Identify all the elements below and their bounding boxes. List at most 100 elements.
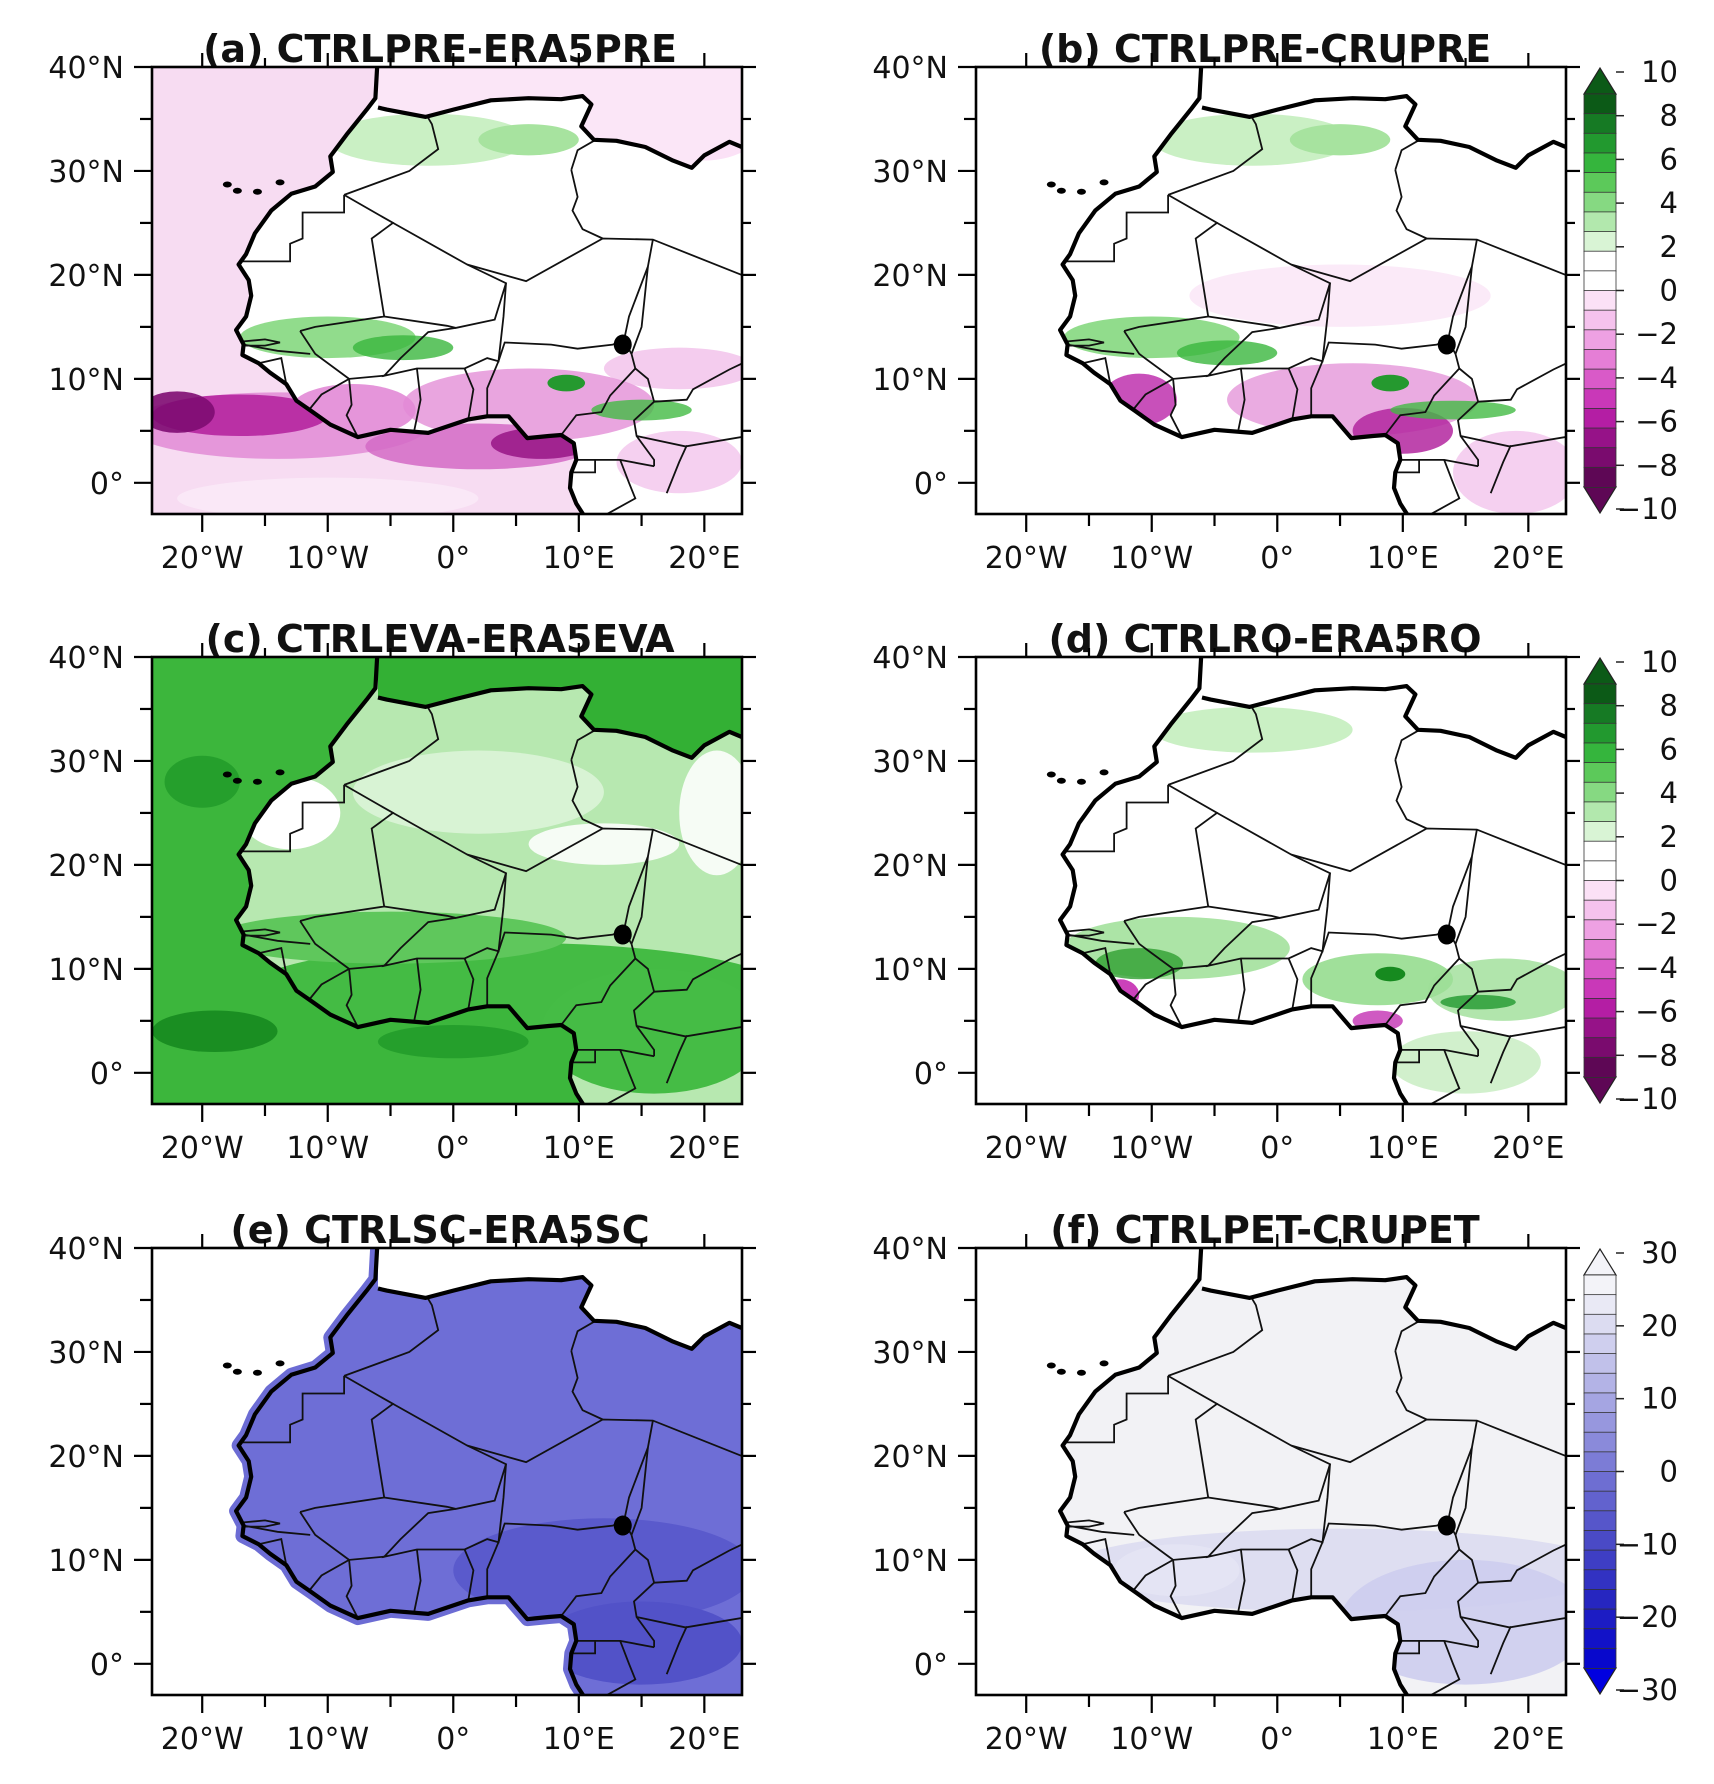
colorbar-swatch [1583, 113, 1617, 135]
colorbar-label: 2 [1660, 230, 1678, 264]
colorbar-swatch [1583, 388, 1617, 410]
y-tick-label: 0° [914, 1057, 948, 1092]
y-tick-label: 0° [90, 1057, 124, 1092]
mediterranean-coastline [377, 684, 742, 760]
colorbar-swatch [1583, 781, 1617, 803]
island [1076, 188, 1086, 195]
colorbar-swatch [1583, 270, 1617, 292]
colorbar-swatch [1583, 1333, 1617, 1355]
mediterranean-sea [378, 1248, 742, 1349]
colorbar-swatch [1583, 1037, 1617, 1059]
colorbar-label: 4 [1660, 776, 1678, 810]
colorbar-top-arrow [1582, 1247, 1618, 1276]
colorbar-swatch [1583, 93, 1617, 115]
x-tick-label: 10°E [543, 1131, 615, 1166]
x-tick-label: 10°W [286, 1131, 369, 1166]
x-tick-label: 10°W [286, 541, 369, 576]
x-tick-label: 10°W [1110, 1722, 1193, 1757]
y-tick-label: 0° [90, 1648, 124, 1683]
island [1056, 777, 1066, 784]
map-frame [150, 1246, 744, 1697]
map-body [152, 67, 742, 514]
x-tick-label: 20°W [985, 1722, 1068, 1757]
map-body [976, 657, 1566, 1104]
lake-chad [1437, 1515, 1456, 1536]
panel-d-title: (d) CTRLRO-ERA5RO [1048, 617, 1481, 661]
colorbar-label: −6 [1635, 995, 1678, 1029]
island [222, 771, 232, 778]
y-tick-label: 20°N [48, 1440, 124, 1475]
country-borders [238, 1298, 742, 1695]
y-tick-label: 30°N [48, 745, 124, 780]
colorbar-swatch [1583, 1530, 1617, 1551]
colorbar-swatch [1583, 152, 1617, 174]
colorbar-swatch [1583, 329, 1617, 351]
colorbar-label: −8 [1635, 448, 1678, 482]
x-tick-label: 20°E [668, 541, 740, 576]
panel-f: (f) CTRLPET-CRUPET 20°W 10°W 0° 10°E 20°E 40°… [872, 1208, 1580, 1757]
coastline [234, 657, 586, 1104]
x-tick-label: 20°E [668, 1722, 740, 1757]
colorbar-swatch [1583, 978, 1617, 1000]
lake-chad [1437, 334, 1456, 355]
map-body [152, 1248, 742, 1695]
colorbar-label: −10 [1617, 492, 1678, 526]
map-frame [150, 65, 744, 516]
colorbar-swatch [1583, 290, 1617, 311]
colorbar-label: −4 [1635, 951, 1678, 985]
island [252, 188, 262, 195]
colorbar-top-arrow [1582, 66, 1618, 95]
colorbar-swatch [1583, 762, 1617, 784]
panel-c: (c) CTRLEVA-ERA5EVA 20°W 10°W 0° 10°E 20°E 40… [48, 617, 756, 1166]
y-tick-label: 30°N [48, 155, 124, 190]
colorbar-label: 20 [1641, 1309, 1678, 1343]
colorbar-swatch [1583, 683, 1617, 705]
island [1099, 179, 1109, 186]
colorbar-pet-diff: 30 20 10 0 −10 −20 −30 [1582, 1236, 1678, 1707]
colorbar-bottom-arrow [1582, 1076, 1618, 1105]
y-tick-label: 40°N [872, 51, 948, 86]
y-tick-label: 20°N [872, 259, 948, 294]
colorbar-swatch [1583, 466, 1617, 488]
colorbar-swatch [1583, 939, 1617, 960]
colorbar-swatch [1583, 132, 1617, 154]
x-tick-label: 0° [436, 1722, 470, 1757]
island [275, 769, 285, 776]
colorbar-swatch [1583, 998, 1617, 1019]
lake-chad [1437, 924, 1456, 945]
coastline [1058, 657, 1410, 1104]
lake-chad [613, 334, 632, 355]
island [1076, 778, 1086, 785]
colorbar-label: 6 [1660, 732, 1678, 766]
y-tick-label: 20°N [872, 849, 948, 884]
colorbar-swatch [1583, 1056, 1617, 1078]
mediterranean-sea [378, 657, 742, 758]
colorbar-label: 6 [1660, 142, 1678, 176]
colorbar-label: 0 [1660, 1455, 1678, 1489]
island [1099, 769, 1109, 776]
colorbar-swatch [1583, 1313, 1617, 1335]
colorbar-swatch [1583, 1372, 1617, 1394]
colorbar-swatch [1583, 742, 1617, 764]
colorbar-swatch [1583, 1274, 1617, 1296]
y-tick-label: 30°N [872, 745, 948, 780]
mediterranean-coastline [1201, 1275, 1566, 1351]
colorbar-swatch [1583, 840, 1617, 862]
island [1056, 187, 1066, 194]
x-tick-label: 20°W [161, 541, 244, 576]
map-frame [974, 655, 1568, 1106]
colorbar-bottom-arrow [1582, 1667, 1618, 1696]
y-tick-label: 40°N [872, 641, 948, 676]
colorbar-swatch [1583, 801, 1617, 823]
y-tick-label: 30°N [872, 155, 948, 190]
x-tick-label: 10°E [543, 541, 615, 576]
colorbar-label: 8 [1660, 99, 1678, 133]
mediterranean-coastline [377, 94, 742, 170]
colorbar-label: 10 [1641, 55, 1678, 89]
colorbar-label: −4 [1635, 361, 1678, 395]
colorbar-label: −30 [1617, 1673, 1678, 1707]
coastline [1058, 1248, 1410, 1695]
mediterranean-sea [1202, 1248, 1566, 1349]
colorbar-swatch [1583, 172, 1617, 194]
x-tick-label: 20°E [1492, 1722, 1564, 1757]
